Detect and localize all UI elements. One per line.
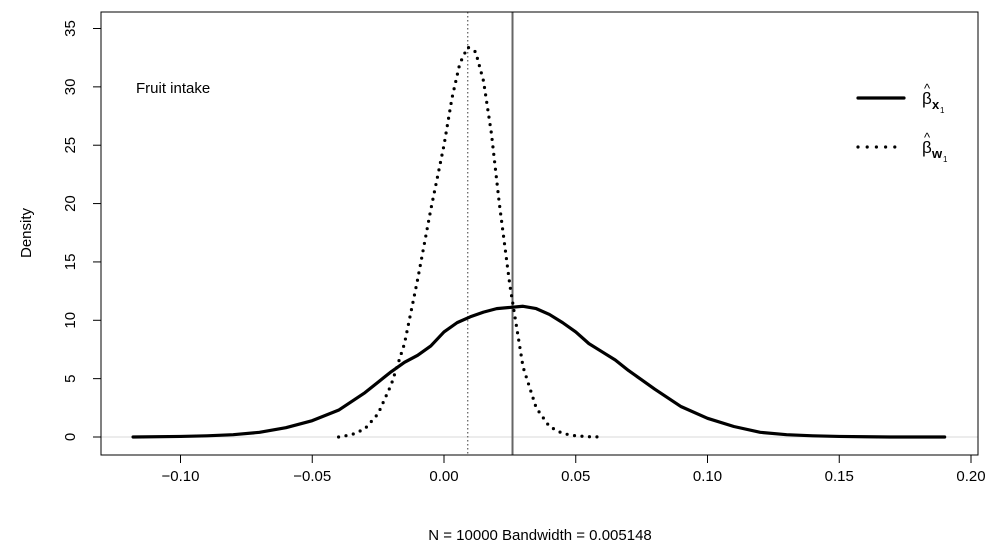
y-tick-label: 20 [62,195,79,212]
legend-subsubscript: 1 [940,106,945,115]
plot-frame [100,11,979,456]
y-axis-label: Density [18,207,35,258]
legend-hat: ^ [924,130,931,145]
y-tick-label: 10 [62,312,79,329]
x-axis: −0.10 −0.05 0.00 0.05 0.10 0.15 0.20 [162,454,986,485]
legend-hat: ^ [924,81,931,96]
y-axis: 0 5 10 15 20 25 30 35 [62,20,102,441]
legend-subscript: w [931,146,943,161]
legend-subscript: x [932,97,940,112]
x-axis-label: N = 10000 Bandwidth = 0.005148 [428,527,652,544]
y-tick-label: 30 [62,79,79,96]
series-x-curve [131,304,947,439]
series-layer [131,45,947,439]
legend-subsubscript: 1 [943,155,948,164]
legend-symbol: β [922,89,932,108]
y-tick-label: 15 [62,254,79,271]
y-tick-label: 5 [62,374,79,382]
x-tick-label: −0.10 [162,468,200,485]
x-tick-label: 0.10 [693,468,722,485]
y-tick-label: 0 [62,433,79,441]
x-tick-label: 0.05 [561,468,590,485]
reference-lines [467,12,514,455]
legend-label-w: β^w 1 [922,130,948,164]
x-tick-label: 0.00 [429,468,458,485]
panel-annotation: Fruit intake [136,80,210,97]
legend-symbol: β [922,138,932,157]
x-tick-label: 0.20 [956,468,985,485]
legend-label-x: β^x 1 [922,81,945,115]
legend: β^x 1β^w 1 [856,81,948,164]
y-tick-label: 35 [62,20,79,37]
x-tick-label: −0.05 [293,468,331,485]
x-tick-label: 0.15 [825,468,854,485]
series-w-curve [337,45,604,439]
y-tick-label: 25 [62,137,79,154]
